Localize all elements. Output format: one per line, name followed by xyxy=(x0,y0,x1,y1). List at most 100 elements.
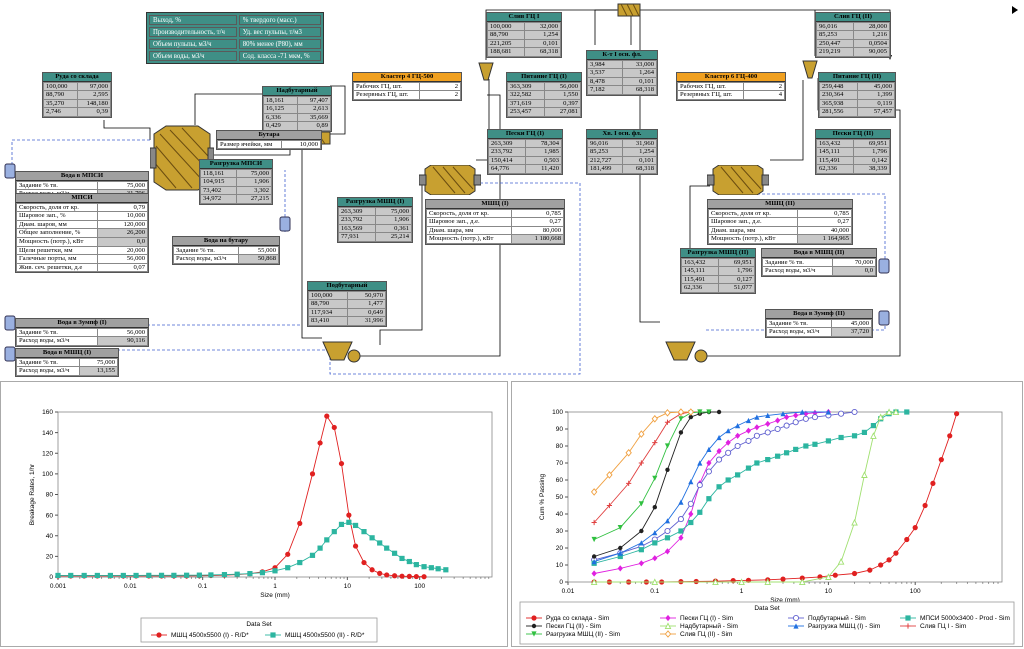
param-value[interactable]: 2 xyxy=(419,81,461,92)
stream-table-peski2[interactable]: Пески ГЦ (II) 163,432 69,951 145,111 1,796 11… xyxy=(815,129,891,175)
stream-value: 0,142 xyxy=(852,155,890,166)
stream-value: 3,302 xyxy=(235,185,272,196)
stream-row: 233,792 1,906 xyxy=(338,215,412,225)
zumpf1-sump-icon[interactable] xyxy=(322,340,362,364)
param-table-voda_mshc1[interactable]: Вода в МШЦ (I) Задание % тв. 75,000 Расход … xyxy=(15,348,119,377)
stream-table-podbutar[interactable]: Подбутарный 100,000 50,970 88,790 1,477 117,9… xyxy=(307,281,387,327)
stream-table-peski1[interactable]: Пески ГЦ (I) 263,309 78,304 233,792 1,985 150… xyxy=(487,129,563,175)
stream-table-sliv1[interactable]: Слив ГЦ I 100,000 32,000 88,790 1,254 221,205… xyxy=(486,12,562,58)
param-table-klaster4[interactable]: Кластер 4 ГЦ-500 Рабочих ГЦ, шт. 2 Резервны… xyxy=(352,72,462,101)
param-value[interactable]: 75,000 xyxy=(97,180,148,191)
param-value[interactable]: 10,000 xyxy=(280,139,322,150)
data-point xyxy=(664,443,671,449)
param-value[interactable]: 70,000 xyxy=(832,257,876,268)
x-tick-label: 10 xyxy=(344,583,352,590)
param-value[interactable]: 20,000 xyxy=(97,245,148,256)
param-value[interactable]: 0,0 xyxy=(97,236,148,247)
stream-table-sliv2[interactable]: Слив ГЦ (II) 96,016 28,000 85,253 1,216 250,4… xyxy=(815,12,891,58)
param-value[interactable]: 55,000 xyxy=(238,245,279,256)
param-table-title: Вода в МПСИ xyxy=(16,172,148,181)
water-valve-icon[interactable] xyxy=(878,258,890,274)
water-valve-icon[interactable] xyxy=(279,216,291,232)
info-row: Объем воды, м3/ч Сод. класса -71 мкм, % xyxy=(149,51,321,61)
param-value[interactable]: 0,785 xyxy=(796,208,853,219)
info-row: Выход, %% твердого (масс.) xyxy=(149,15,321,25)
param-value[interactable]: 1 164,965 xyxy=(796,234,853,244)
param-value[interactable]: 0,785 xyxy=(510,208,565,219)
stream-value: 0,89 xyxy=(296,121,331,131)
data-point xyxy=(338,521,345,528)
stream-table-pit1[interactable]: Питание ГЦ (I) 363,309 56,000 322,582 1,550 3… xyxy=(506,72,582,118)
param-table-voda_zumpf2[interactable]: Вода в Зумпф (II) Задание % тв. 45,000 Расх… xyxy=(765,309,873,338)
param-value[interactable]: 13,155 xyxy=(78,366,119,376)
param-value[interactable]: 0,0 xyxy=(832,266,876,276)
stream-values: 18,161 97,407 16,125 2,613 6,336 35,669 0,429 0… xyxy=(263,95,331,131)
stream-table-razgr_mpsi[interactable]: Разгрузка МПСИ 118,161 75,000 104,915 1,906 7… xyxy=(199,159,273,205)
stream-value: 88,790 xyxy=(308,299,348,309)
param-value[interactable]: 37,720 xyxy=(831,327,872,337)
stream-table-title: Слив ГЦ (II) xyxy=(816,13,890,22)
param-label: Мощность (потр.), кВт xyxy=(708,234,798,244)
stream-table-nadbutar[interactable]: Надбутарный 18,161 97,407 16,125 2,613 6,336 3… xyxy=(262,86,332,132)
param-table-voda_butaru[interactable]: Вода на бутару Задание % тв. 55,000 Расход … xyxy=(172,236,280,265)
param-table-voda_mshc2[interactable]: Вода в МШЦ (II) Задание % тв. 70,000 Расход… xyxy=(761,248,877,277)
param-value[interactable]: 40,000 xyxy=(796,225,853,236)
param-row: Задание % тв. 55,000 xyxy=(172,245,279,256)
cyclone2-icon[interactable] xyxy=(802,60,818,80)
param-value[interactable]: 56,000 xyxy=(97,327,148,338)
data-point xyxy=(618,545,623,551)
stream-value: 97,407 xyxy=(296,95,331,106)
stream-table-razgr_mshc1[interactable]: Разгрузка МШЦ (I) 263,309 75,000 233,792 1,9… xyxy=(337,197,413,243)
stream-row: 88,790 1,477 xyxy=(308,299,386,309)
param-value[interactable]: 120,000 xyxy=(97,219,148,230)
param-table-butara[interactable]: Бутара Размер ячейки, мм 10,000 xyxy=(216,130,322,151)
param-value[interactable]: 0,27 xyxy=(510,217,565,227)
stream-value: 263,309 xyxy=(488,138,526,149)
param-table-mshc2[interactable]: МШЦ (II) Скорость, доля от кр. 0,785 Шарово… xyxy=(707,199,853,245)
param-value[interactable]: 45,000 xyxy=(831,318,872,329)
stream-table-razgr_mshc2[interactable]: Разгрузка МШЦ (II) 163,432 69,951 145,111 1,… xyxy=(680,248,756,294)
info-cell: Объем пульпы, м3/ч xyxy=(149,39,237,49)
stream-table-kt[interactable]: К-т I осн. фл. 3,984 33,000 3,537 1,264 8,478… xyxy=(586,50,658,96)
distributor-icon[interactable] xyxy=(617,3,641,17)
zumpf2-sump-icon[interactable] xyxy=(665,340,709,364)
data-point xyxy=(591,519,597,526)
param-value[interactable]: 26,200 xyxy=(97,228,148,238)
param-value[interactable]: 75,000 xyxy=(78,357,119,368)
stream-value: 1,906 xyxy=(235,177,272,187)
stream-table-xv[interactable]: Хв. I осн. фл. 96,016 31,960 85,253 1,254 212… xyxy=(586,129,658,175)
param-table-title: МШЦ (I) xyxy=(426,200,564,209)
mshc2-mill-icon[interactable] xyxy=(707,165,769,195)
param-value[interactable]: 80,000 xyxy=(510,225,565,236)
param-value[interactable]: 0,79 xyxy=(97,202,148,213)
param-table-klaster6[interactable]: Кластер 6 ГЦ-400 Рабочих ГЦ, шт. 2 Резервны… xyxy=(676,72,786,101)
param-value[interactable]: 1 180,668 xyxy=(510,234,565,244)
data-point xyxy=(861,429,868,435)
water-valve-icon[interactable] xyxy=(878,310,890,326)
data-point xyxy=(878,562,884,568)
stream-table-ruda[interactable]: Руда со склада 100,000 97,000 88,790 2,595 35… xyxy=(42,72,112,118)
param-value[interactable]: 90,116 xyxy=(97,336,148,346)
mshc1-mill-icon[interactable] xyxy=(419,165,481,195)
data-point xyxy=(678,430,684,435)
stream-value: 68,318 xyxy=(621,164,657,174)
param-value[interactable]: 0,07 xyxy=(97,262,148,273)
param-value[interactable]: 56,000 xyxy=(97,254,148,264)
stream-value: 100,000 xyxy=(308,290,348,301)
param-value[interactable]: 2 xyxy=(419,90,461,100)
param-value[interactable]: 2 xyxy=(743,81,785,92)
param-value[interactable]: 4 xyxy=(743,90,785,100)
param-table-voda_zumpf1[interactable]: Вода в Зумпф (I) Задание % тв. 56,000 Расхо… xyxy=(15,318,149,347)
stream-row: 281,556 57,457 xyxy=(819,107,895,117)
param-value[interactable]: 50,868 xyxy=(238,254,279,264)
param-value[interactable]: 0,27 xyxy=(796,217,853,227)
param-table-mpsi[interactable]: МПСИ Скорость, доля от кр. 0,79 Шаровое зап… xyxy=(15,193,149,274)
param-value[interactable]: 10,000 xyxy=(97,211,148,221)
cyclone1-icon[interactable] xyxy=(478,62,494,82)
param-table-mshc1[interactable]: МШЦ (I) Скорость, доля от кр. 0,785 Шаровое… xyxy=(425,199,565,245)
series-9 xyxy=(590,408,695,496)
stream-table-pit2[interactable]: Питание ГЦ (II) 259,448 45,000 230,364 1,399… xyxy=(818,72,896,118)
stream-value: 371,619 xyxy=(507,98,545,109)
data-point xyxy=(391,573,398,579)
stream-value: 1,477 xyxy=(346,299,386,309)
